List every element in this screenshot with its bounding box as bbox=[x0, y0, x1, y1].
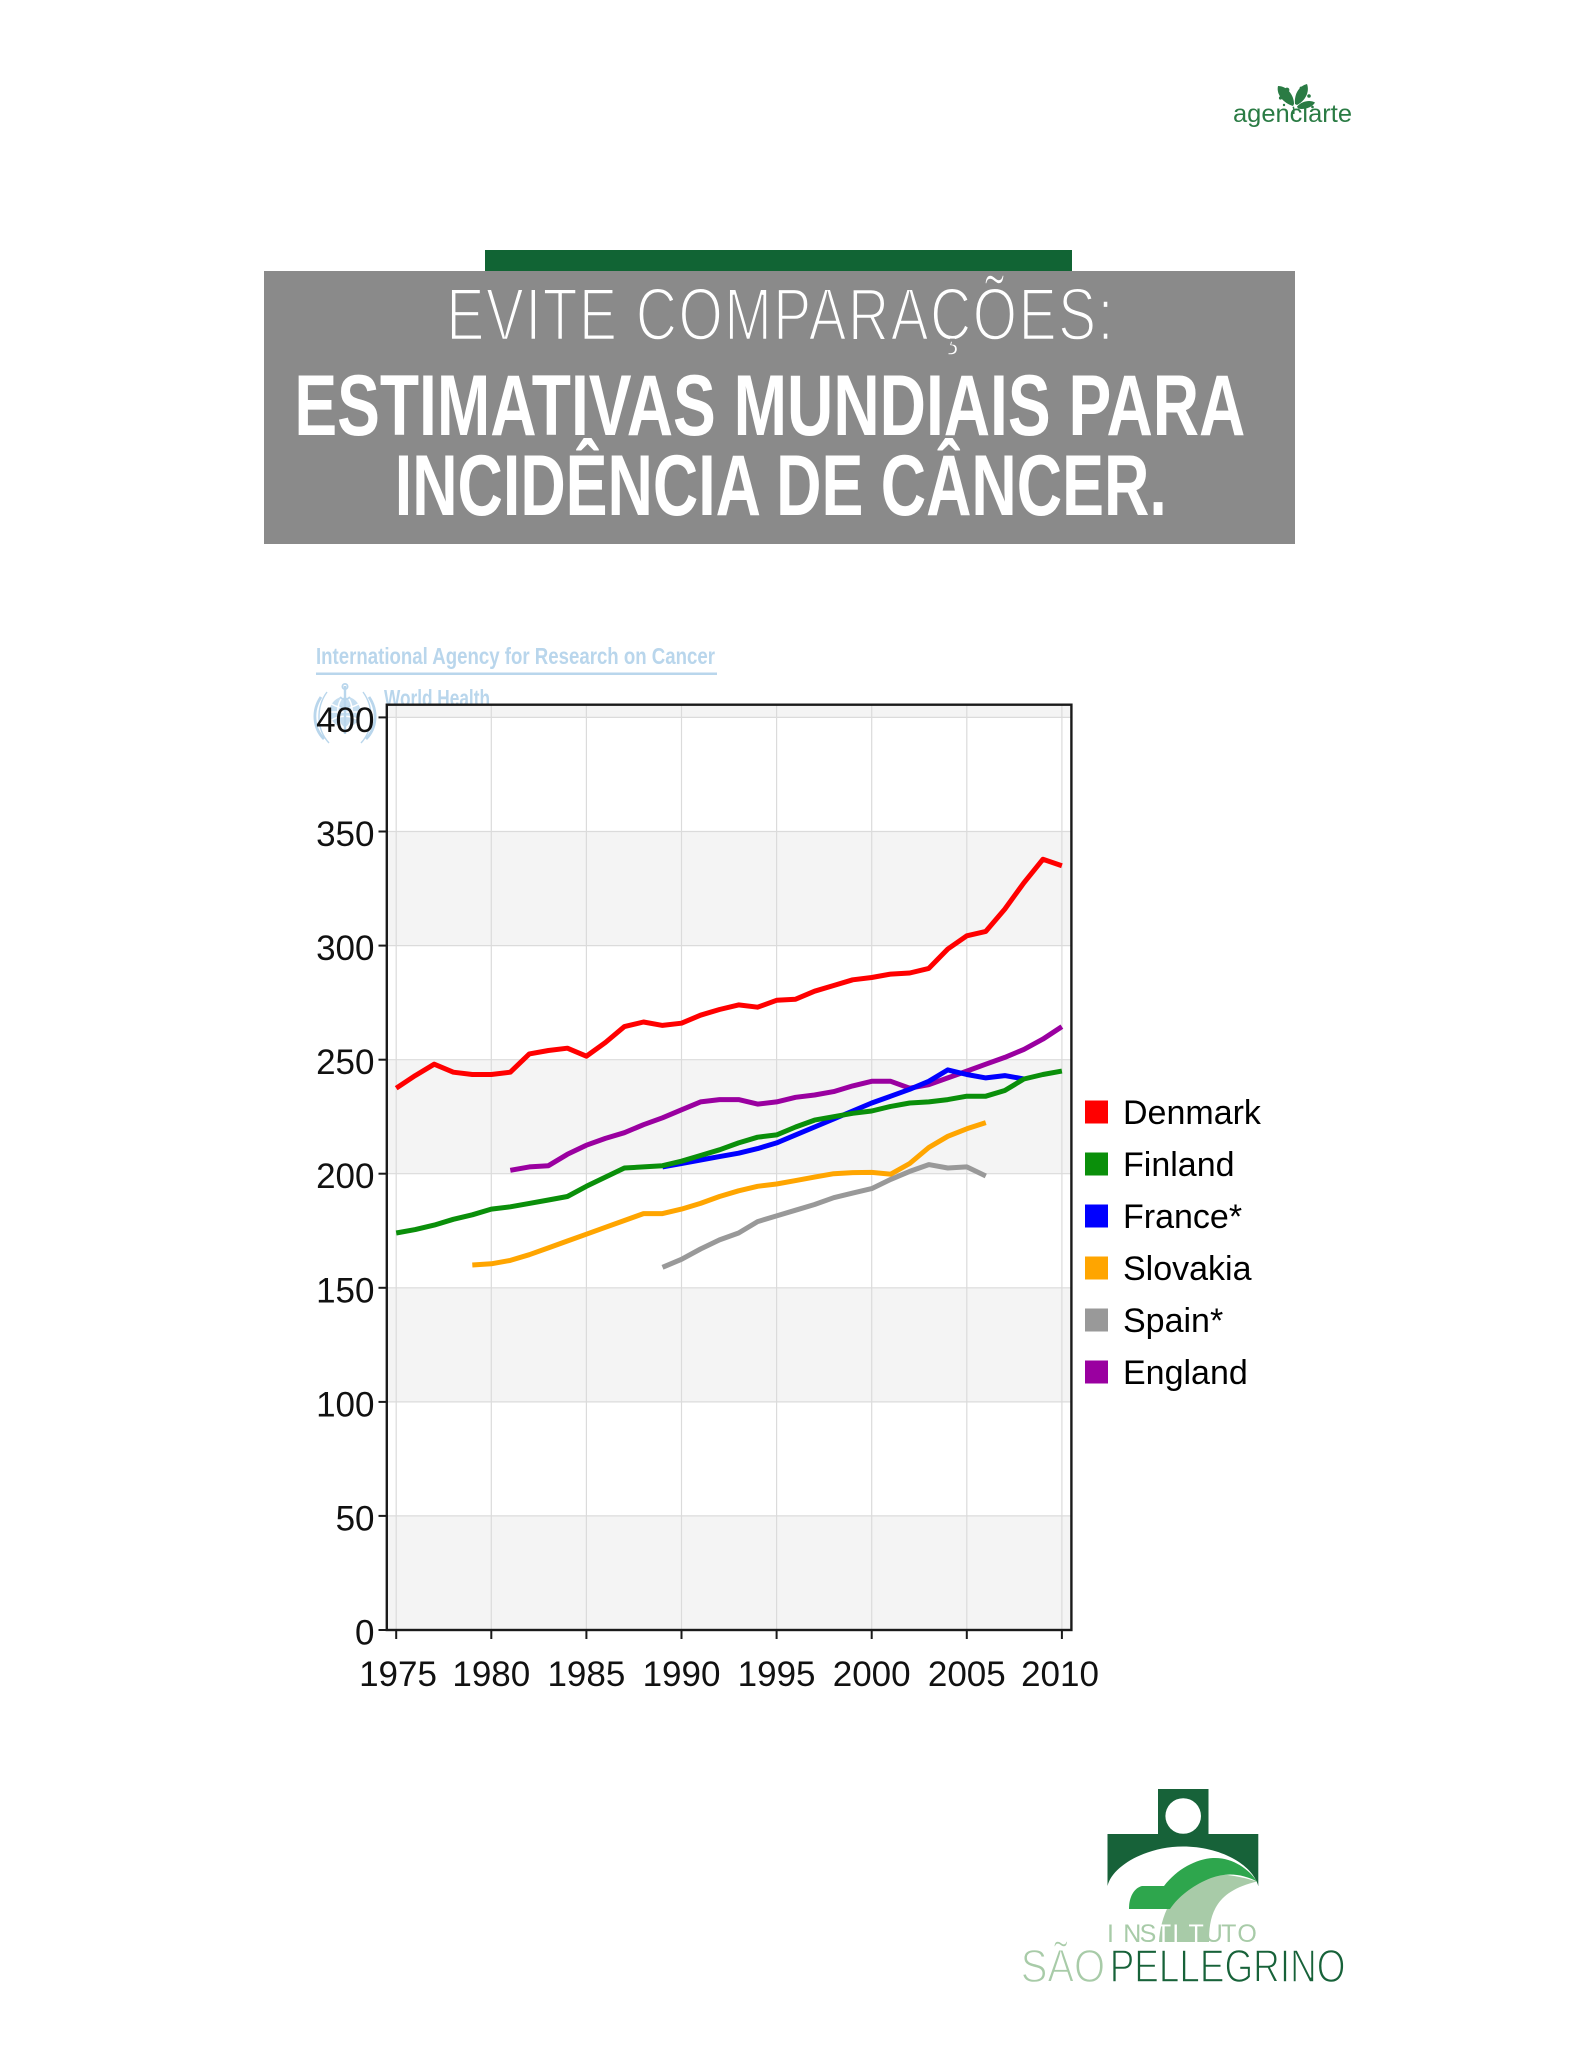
svg-text:I: I bbox=[1172, 1920, 1179, 1948]
svg-text:England: England bbox=[1123, 1354, 1248, 1392]
svg-text:agenciarte: agenciarte bbox=[1233, 100, 1352, 128]
svg-text:250: 250 bbox=[316, 1043, 374, 1082]
svg-text:Finland: Finland bbox=[1123, 1146, 1235, 1184]
svg-text:1975: 1975 bbox=[359, 1655, 437, 1694]
svg-text:1995: 1995 bbox=[738, 1655, 816, 1694]
svg-text:50: 50 bbox=[336, 1499, 375, 1538]
svg-text:Spain*: Spain* bbox=[1123, 1302, 1223, 1340]
svg-text:300: 300 bbox=[316, 929, 374, 968]
svg-text:350: 350 bbox=[316, 815, 374, 854]
svg-text:I: I bbox=[1107, 1920, 1114, 1948]
svg-text:Denmark: Denmark bbox=[1123, 1094, 1262, 1132]
svg-text:2000: 2000 bbox=[833, 1655, 911, 1694]
svg-text:Slovakia: Slovakia bbox=[1123, 1250, 1252, 1288]
svg-text:2010: 2010 bbox=[1021, 1655, 1099, 1694]
svg-text:1980: 1980 bbox=[452, 1655, 530, 1694]
svg-text:SÃO: SÃO bbox=[1021, 1940, 1105, 1992]
svg-text:N: N bbox=[1123, 1920, 1141, 1948]
svg-text:200: 200 bbox=[316, 1157, 374, 1196]
svg-text:1990: 1990 bbox=[643, 1655, 721, 1694]
svg-text:S: S bbox=[1140, 1920, 1157, 1948]
svg-text:France*: France* bbox=[1123, 1198, 1242, 1236]
svg-text:T: T bbox=[1189, 1920, 1204, 1948]
svg-text:2005: 2005 bbox=[928, 1655, 1006, 1694]
svg-text:1985: 1985 bbox=[547, 1655, 625, 1694]
svg-text:100: 100 bbox=[316, 1385, 374, 1424]
svg-text:International Agency for Resea: International Agency for Research on Can… bbox=[316, 643, 715, 669]
svg-text:0: 0 bbox=[355, 1614, 374, 1653]
svg-text:U: U bbox=[1205, 1920, 1223, 1948]
svg-text:PELLEGRINO: PELLEGRINO bbox=[1110, 1940, 1346, 1992]
svg-text:T: T bbox=[1221, 1920, 1236, 1948]
svg-text:150: 150 bbox=[316, 1271, 374, 1310]
svg-text:400: 400 bbox=[316, 701, 374, 740]
svg-text:O: O bbox=[1237, 1920, 1256, 1948]
svg-text:T: T bbox=[1156, 1920, 1171, 1948]
